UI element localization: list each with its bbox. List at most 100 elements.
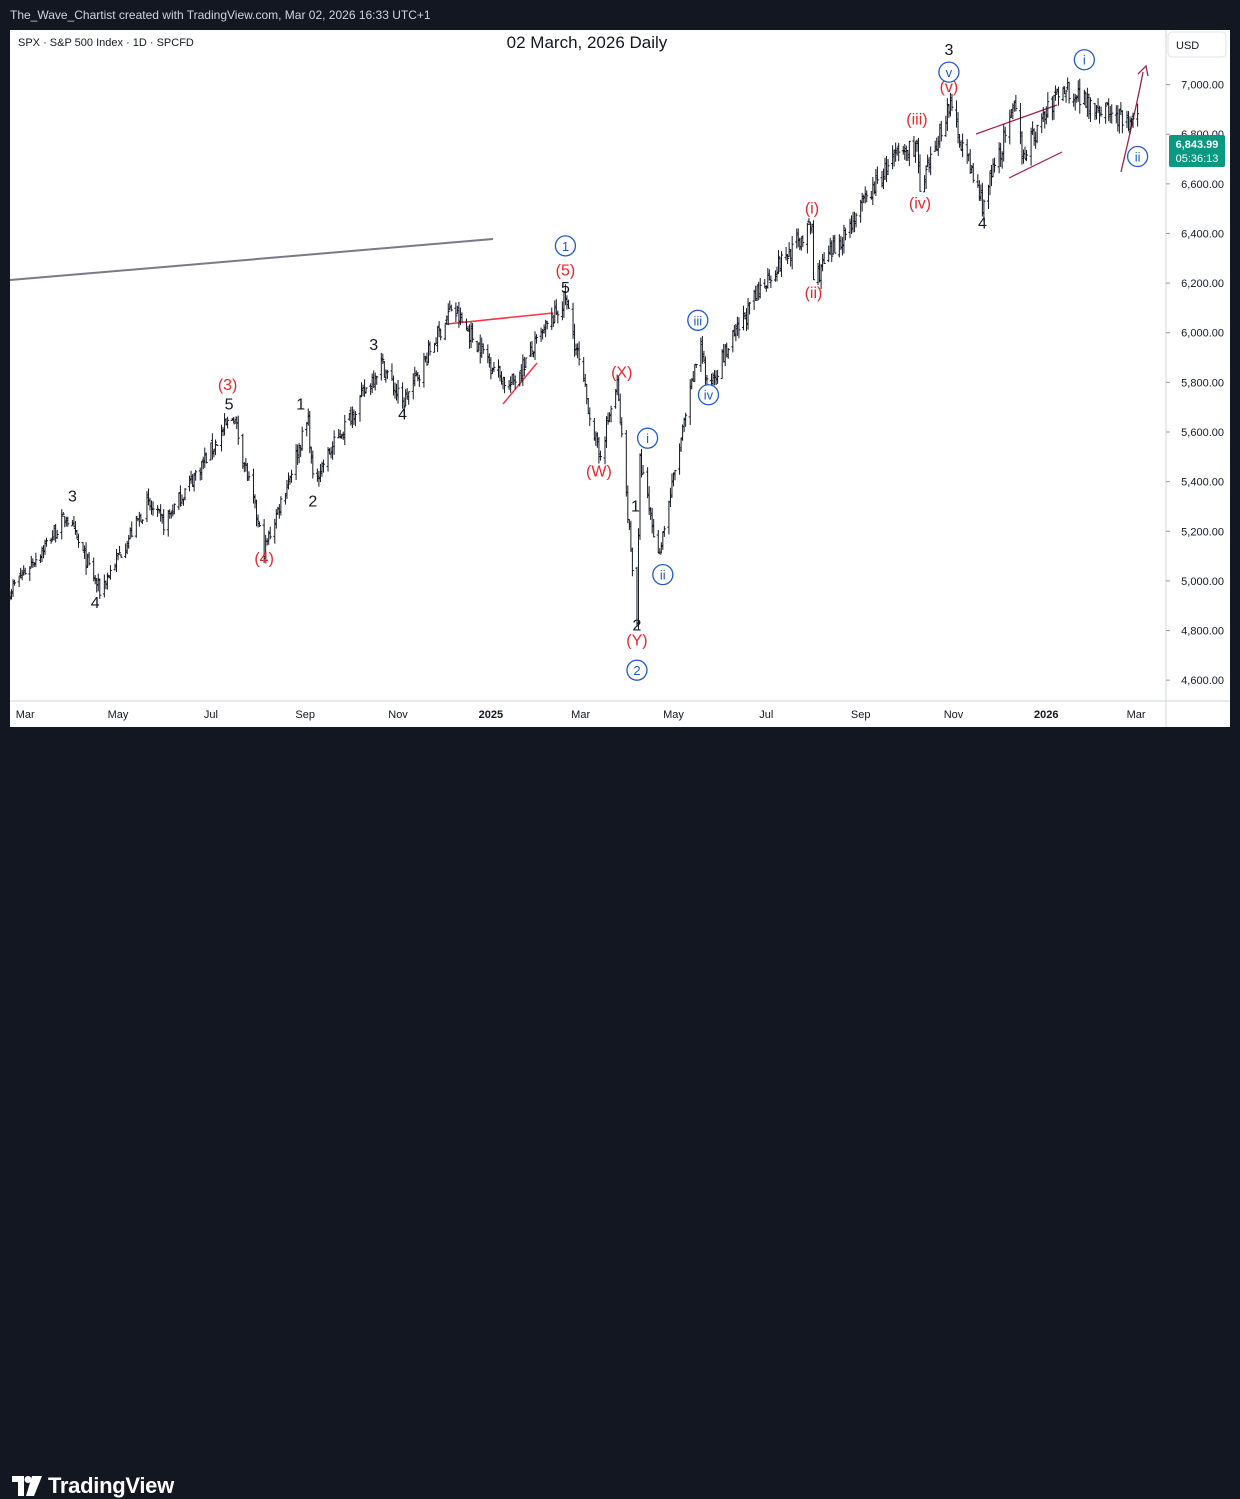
ohlc-bar	[843, 228, 847, 241]
ohlc-bar	[673, 469, 677, 481]
wave-label-circled: ii	[652, 563, 674, 586]
ohlc-bar	[140, 519, 144, 525]
ohlc-bar	[481, 343, 485, 354]
ohlc-bar	[716, 369, 720, 384]
currency-button[interactable]: USD	[1167, 31, 1227, 58]
svg-text:(iv): (iv)	[909, 196, 931, 213]
time-axis[interactable]: Mar May Jul Sep Nov 2025 Mar May Jul Sep Nov 2026 Ma…	[16, 709, 1146, 721]
ohlc-bar	[194, 469, 198, 481]
ohlc-bar	[262, 518, 266, 564]
wave-label: 1	[631, 498, 640, 515]
ohlc-bar	[1131, 112, 1135, 129]
wave-label: (iii)	[906, 111, 927, 128]
ohlc-bar	[321, 459, 325, 473]
ohlc-bar	[1035, 124, 1039, 144]
wave-label: (v)	[940, 79, 959, 96]
last-price-tag: 6,843.99 05:36:13	[1169, 135, 1225, 167]
ohlc-bar	[577, 341, 581, 366]
wave-label: 4	[91, 595, 100, 612]
ohlc-bar	[256, 514, 260, 528]
ohlc-bar	[1025, 149, 1029, 162]
ohlc-bar	[425, 352, 429, 366]
ohlc-bar	[343, 414, 347, 446]
chart-area[interactable]: SPX · S&P 500 Index · 1D · SPCFD 02 Marc…	[10, 30, 1230, 727]
ohlc-bar	[55, 529, 59, 539]
price-axis[interactable]: 4,600.00 4,800.00 5,000.00 5,200.00 5,400.00…	[1166, 80, 1224, 688]
ohlc-bar	[522, 356, 526, 377]
price-tick-label: 6,000.00	[1181, 328, 1224, 340]
price-tick-label: 5,800.00	[1181, 377, 1224, 389]
svg-text:2: 2	[633, 663, 640, 678]
ohlc-bar	[34, 552, 38, 568]
wave-label: 4	[398, 407, 407, 424]
svg-text:i: i	[646, 431, 649, 446]
ohlc-bar	[705, 374, 709, 385]
svg-text:(4): (4)	[254, 551, 274, 568]
price-tick-label: 6,600.00	[1181, 179, 1224, 191]
ohlc-bar	[513, 375, 517, 390]
ohlc-bar	[130, 521, 134, 538]
ohlc-bar	[726, 347, 730, 359]
wave-label: 3	[944, 42, 953, 59]
ohlc-bar	[311, 450, 315, 479]
price-tick-label: 4,600.00	[1181, 675, 1224, 687]
ohlc-bar	[790, 235, 794, 270]
tradingview-logo-text: TradingView	[48, 1473, 174, 1498]
ohlc-bar	[454, 302, 458, 323]
wave-label: 4	[978, 216, 987, 233]
attribution-bar: The_Wave_Chartist created with TradingVi…	[0, 0, 1240, 30]
ohlc-bar	[929, 146, 933, 176]
ohlc-bar	[449, 304, 453, 312]
svg-text:(X): (X)	[611, 364, 632, 381]
ohlc-bar	[300, 426, 304, 451]
ohlc-bar	[588, 407, 592, 426]
ohlc-bar	[258, 521, 262, 528]
ohlc-bar	[993, 157, 997, 173]
wave-label-circled: i	[1073, 49, 1095, 71]
ohlc-bar	[471, 322, 475, 343]
wave-label: 3	[68, 488, 77, 505]
ohlc-bar	[215, 444, 219, 447]
ohlc-bar	[769, 275, 773, 289]
time-tick-label: Sep	[851, 709, 871, 721]
ohlc-bar	[684, 412, 688, 427]
ohlc-bar	[119, 554, 123, 558]
svg-text:1: 1	[631, 498, 640, 515]
price-chart[interactable]: SPX · S&P 500 Index · 1D · SPCFD 02 Marc…	[10, 30, 1230, 727]
ohlc-bar	[172, 503, 176, 515]
price-tick-label: 5,200.00	[1181, 526, 1224, 538]
ohlc-bar	[268, 526, 272, 540]
ohlc-bar	[971, 162, 975, 183]
price-tick-label: 5,000.00	[1181, 576, 1224, 588]
time-tick-label: Nov	[388, 709, 408, 721]
svg-text:iv: iv	[704, 388, 714, 403]
ohlc-bar	[45, 537, 49, 547]
price-tick-label: 6,400.00	[1181, 228, 1224, 240]
time-tick-label: Jul	[204, 709, 218, 721]
wave-label: (W)	[586, 464, 612, 481]
ohlc-bar	[1046, 92, 1050, 118]
ohlc-bar	[13, 579, 17, 586]
tradingview-logo[interactable]: TradingView	[12, 1473, 174, 1499]
ohlc-bar	[151, 501, 155, 516]
svg-text:5: 5	[561, 280, 570, 297]
footer-bar: TradingView	[0, 727, 1240, 1498]
time-tick-label: May	[663, 709, 684, 721]
wave-label-circled: v	[938, 61, 960, 83]
ohlc-bar	[204, 452, 208, 464]
ohlc-bar	[982, 199, 986, 223]
ohlc-bar	[290, 469, 294, 483]
ohlc-bar	[446, 303, 450, 326]
ohlc-bar	[551, 315, 555, 328]
ohlc-bar	[950, 93, 954, 112]
ohlc-bar	[780, 251, 784, 277]
ohlc-bar	[226, 416, 230, 429]
ohlc-bar	[460, 312, 464, 323]
ohlc-bar	[1104, 102, 1108, 124]
ohlc-bar	[247, 471, 251, 482]
ohlc-bar	[61, 512, 65, 516]
chart-title: 02 March, 2026 Daily	[507, 33, 668, 52]
ohlc-bar	[364, 387, 368, 394]
ohlc-bar	[118, 546, 122, 554]
attribution-text: The_Wave_Chartist created with TradingVi…	[10, 8, 431, 22]
